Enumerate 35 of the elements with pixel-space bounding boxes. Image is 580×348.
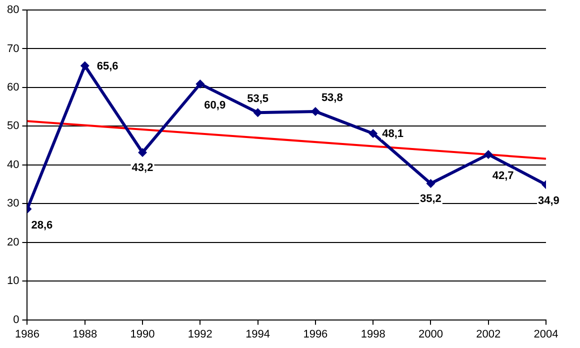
- point: [484, 150, 493, 159]
- x-tick-label: 1996: [303, 328, 328, 340]
- x-tick-label: 1988: [72, 328, 98, 340]
- y-tick-label: 30: [6, 198, 20, 210]
- data-label: 65,6: [96, 60, 118, 72]
- y-tick-label: 80: [6, 4, 20, 16]
- y-tick-label: 50: [6, 120, 20, 132]
- y-tick-label: 20: [6, 236, 20, 248]
- x-tick-label: 2000: [418, 328, 443, 340]
- y-tick-label: 10: [6, 275, 20, 288]
- point: [426, 178, 436, 188]
- data-label: 35,2: [420, 193, 442, 206]
- point: [138, 148, 148, 158]
- point: [80, 61, 90, 70]
- x-tick-label: 1990: [130, 328, 155, 340]
- x-tick-label: 2004: [534, 328, 558, 340]
- x-tick-label: 1992: [188, 328, 212, 340]
- x-tick-label: 1994: [246, 328, 270, 340]
- data-label: 53,5: [247, 93, 269, 106]
- data-label: 43,2: [132, 162, 154, 174]
- x-tick-label: 1986: [14, 328, 40, 340]
- y-tick-label: 0: [13, 314, 20, 326]
- y-tick-label: 40: [6, 158, 20, 171]
- data-label: 28,6: [31, 220, 53, 232]
- point: [196, 79, 205, 88]
- point: [368, 129, 378, 138]
- data-label: 53,8: [321, 92, 343, 104]
- data-label: 48,1: [382, 128, 404, 140]
- y-tick-label: 60: [6, 81, 20, 94]
- data-label: 60,9: [204, 99, 226, 112]
- x-tick-label: 2002: [476, 328, 501, 340]
- data-label: 42,7: [492, 170, 514, 182]
- data-label: 34,9: [538, 195, 560, 208]
- y-tick-label: 70: [6, 42, 20, 55]
- x-tick-label: 1998: [360, 328, 386, 340]
